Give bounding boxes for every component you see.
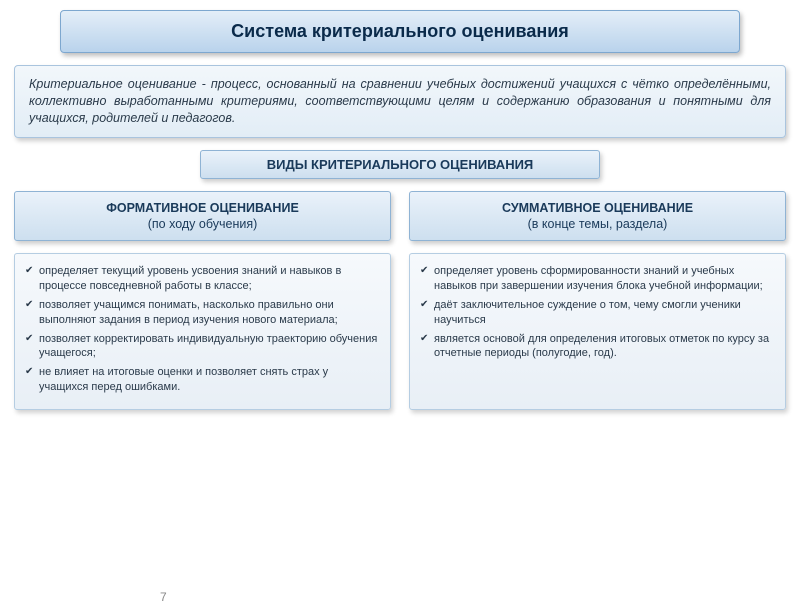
types-title: ВИДЫ КРИТЕРИАЛЬНОГО ОЦЕНИВАНИЯ (200, 150, 600, 179)
left-column: ФОРМАТИВНОЕ ОЦЕНИВАНИЕ (по ходу обучения… (14, 191, 391, 410)
right-head-bold: СУММАТИВНОЕ ОЦЕНИВАНИЕ (502, 201, 693, 215)
page-number: 7 (160, 590, 167, 604)
list-item: даёт заключительное суждение о том, чему… (418, 298, 773, 328)
left-head-bold: ФОРМАТИВНОЕ ОЦЕНИВАНИЕ (106, 201, 299, 215)
definition-box: Критериальное оценивание - процесс, осно… (14, 65, 786, 138)
list-item: определяет текущий уровень усвоения знан… (23, 264, 378, 294)
columns-wrap: ФОРМАТИВНОЕ ОЦЕНИВАНИЕ (по ходу обучения… (14, 191, 786, 410)
right-list: определяет уровень сформированности знан… (418, 264, 773, 361)
left-list: определяет текущий уровень усвоения знан… (23, 264, 378, 395)
list-item: не влияет на итоговые оценки и позволяет… (23, 365, 378, 395)
left-head-sub: (по ходу обучения) (148, 217, 258, 231)
right-column: СУММАТИВНОЕ ОЦЕНИВАНИЕ (в конце темы, ра… (409, 191, 786, 410)
left-column-head: ФОРМАТИВНОЕ ОЦЕНИВАНИЕ (по ходу обучения… (14, 191, 391, 242)
list-item: является основой для определения итоговы… (418, 332, 773, 362)
main-title: Система критериального оценивания (60, 10, 740, 53)
list-item: позволяет корректировать индивидуальную … (23, 332, 378, 362)
list-item: определяет уровень сформированности знан… (418, 264, 773, 294)
right-column-head: СУММАТИВНОЕ ОЦЕНИВАНИЕ (в конце темы, ра… (409, 191, 786, 242)
left-column-body: определяет текущий уровень усвоения знан… (14, 253, 391, 410)
right-head-sub: (в конце темы, раздела) (528, 217, 668, 231)
list-item: позволяет учащимся понимать, насколько п… (23, 298, 378, 328)
right-column-body: определяет уровень сформированности знан… (409, 253, 786, 410)
